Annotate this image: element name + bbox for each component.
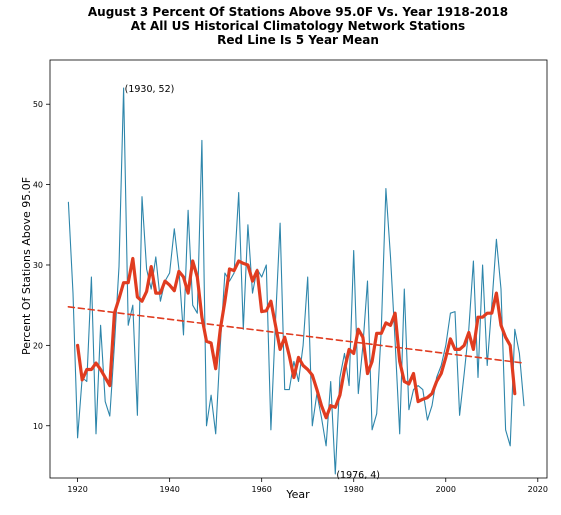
y-tick-label: 20	[33, 341, 43, 350]
chart-title-line-1: August 3 Percent Of Stations Above 95.0F…	[88, 5, 508, 19]
series-line-5yr-mean	[75, 256, 517, 420]
y-tick-label: 10	[33, 422, 43, 431]
y-tick-label: 30	[33, 261, 43, 270]
annotation-label: (1930, 52)	[125, 84, 175, 95]
x-tick-label: 2000	[436, 485, 456, 494]
x-tick-label: 1960	[252, 485, 272, 494]
plot-area: (1930, 52) (1976, 4)	[67, 84, 525, 481]
plot-frame	[49, 59, 548, 479]
x-axis-label: Year	[285, 488, 310, 501]
x-tick-label: 2020	[528, 485, 548, 494]
y-axis: 10 20 30 40 50	[33, 100, 50, 431]
x-axis: 1920 1940 1960 1980 2000 2020	[67, 478, 548, 494]
x-tick-label: 1920	[67, 485, 87, 494]
chart-title-line-3: Red Line Is 5 Year Mean	[217, 33, 379, 47]
x-tick-label: 1980	[344, 485, 364, 494]
annotation-label: (1976, 4)	[336, 470, 380, 481]
chart-title-line-2: At All US Historical Climatology Network…	[131, 19, 465, 33]
chart-title: August 3 Percent Of Stations Above 95.0F…	[88, 5, 508, 47]
y-tick-label: 50	[33, 100, 43, 109]
y-axis-label: Percent Of Stations Above 95.0F	[20, 177, 33, 355]
x-tick-label: 1940	[159, 485, 179, 494]
trend-line	[67, 305, 525, 364]
y-tick-label: 40	[33, 181, 43, 190]
